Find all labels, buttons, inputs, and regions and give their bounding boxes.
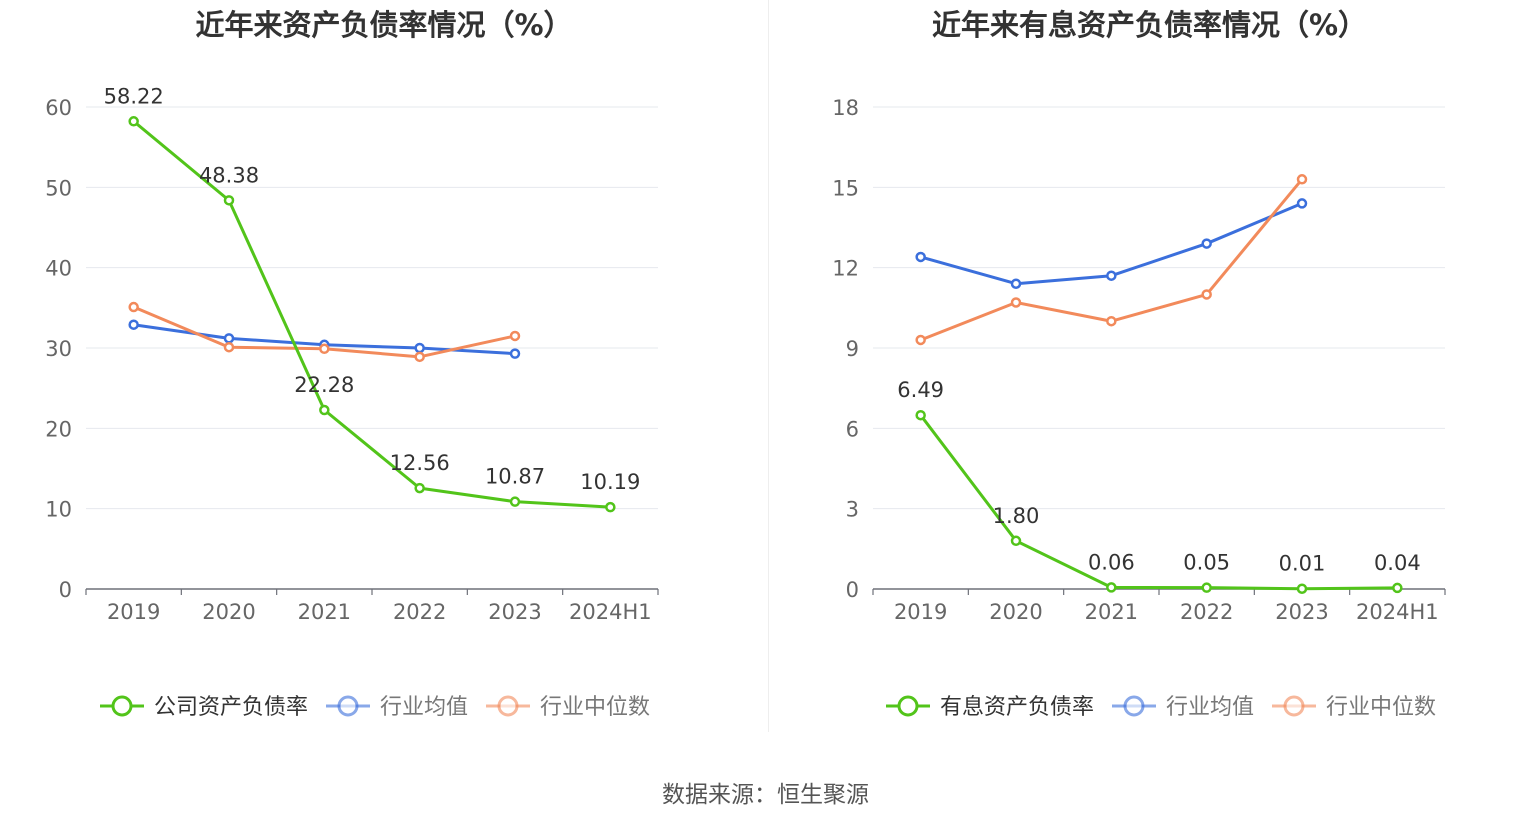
data-point-company <box>1010 535 1022 547</box>
data-point-industry-avg <box>1010 278 1022 289</box>
y-tick-label: 0 <box>59 578 72 602</box>
data-point-industry-avg <box>1296 198 1308 209</box>
y-tick-label: 6 <box>846 417 859 441</box>
data-point-industry-median <box>509 330 521 342</box>
legend-swatch-marker <box>337 695 359 717</box>
legend-label: 公司资产负债率 <box>154 695 308 720</box>
data-point-industry-avg <box>128 319 139 330</box>
x-tick-label: 2020 <box>989 600 1042 624</box>
data-label: 12.56 <box>390 451 450 475</box>
data-point-company <box>414 482 425 494</box>
y-tick-label: 10 <box>45 498 72 522</box>
legend-item-company: 公司资产负债率 <box>100 695 308 720</box>
y-tick-label: 20 <box>45 417 72 441</box>
x-tick-label: 2020 <box>202 600 255 624</box>
data-label: 10.19 <box>580 470 640 494</box>
x-tick-label: 2023 <box>1275 600 1328 624</box>
data-point-industry-median <box>414 351 425 363</box>
legend-label: 行业中位数 <box>540 695 650 720</box>
data-point-company <box>915 409 926 421</box>
data-point-industry-median <box>319 343 330 355</box>
data-point-company <box>1296 583 1308 594</box>
data-point-industry-median <box>223 341 235 353</box>
data-point-industry-median <box>128 301 139 313</box>
data-label: 0.05 <box>1183 551 1230 575</box>
data-point-industry-avg <box>915 251 926 263</box>
x-tick-label: 2022 <box>1180 600 1233 624</box>
chart-title-interest-debt-ratio: 近年来有息资产负债率情况（%） <box>931 8 1368 42</box>
chart-divider <box>768 0 769 732</box>
data-point-industry-median <box>1201 289 1212 300</box>
data-point-industry-median <box>915 334 926 346</box>
data-point-company <box>605 501 616 513</box>
legend-swatch-marker <box>1123 695 1145 717</box>
legend-item-industry-median: 行业中位数 <box>486 695 650 720</box>
data-point-industry-avg <box>414 342 425 354</box>
legend-swatch-marker <box>111 695 133 717</box>
data-point-industry-avg <box>1106 270 1117 281</box>
data-source-text: 数据来源：恒生聚源 <box>662 782 869 808</box>
legend-label: 行业中位数 <box>1326 695 1436 720</box>
data-label: 0.06 <box>1088 550 1135 574</box>
y-tick-label: 30 <box>45 337 72 361</box>
data-point-company <box>223 195 235 206</box>
y-tick-label: 15 <box>832 176 859 200</box>
data-label: 0.04 <box>1374 551 1421 575</box>
legend-swatch-marker <box>497 695 519 717</box>
data-label: 6.49 <box>897 378 944 402</box>
y-tick-label: 50 <box>45 176 72 200</box>
data-label: 58.22 <box>104 84 164 108</box>
data-label: 22.28 <box>294 373 354 397</box>
data-point-industry-avg <box>509 348 521 359</box>
data-point-industry-median <box>1106 315 1117 327</box>
data-point-company <box>509 496 521 507</box>
legend-item-industry-median: 行业中位数 <box>1272 695 1436 720</box>
data-point-industry-median <box>1296 174 1308 185</box>
legend-label: 行业均值 <box>380 695 468 720</box>
chart-1: 0 3 6 9 12 15 18 2019 2020 2021 2022 2023 2024H1 6.49… <box>832 96 1446 720</box>
chart-0: 0 10 20 30 40 50 60 2019 2020 2021 2022 2023 2024H1 5… <box>45 84 659 720</box>
data-label: 0.01 <box>1279 552 1326 576</box>
y-tick-label: 40 <box>45 257 72 281</box>
data-point-company <box>1201 582 1212 593</box>
series-line-company <box>132 120 611 509</box>
legend-swatch-marker <box>897 695 919 717</box>
y-tick-label: 9 <box>846 337 859 361</box>
y-tick-label: 0 <box>846 578 859 602</box>
x-tick-label: 2019 <box>894 600 947 624</box>
data-point-company <box>128 116 139 127</box>
series-line-industry-median <box>920 178 1304 342</box>
x-tick-label: 2023 <box>488 600 541 624</box>
legend-item-industry-avg: 行业均值 <box>1112 695 1254 720</box>
x-tick-label: 2024H1 <box>1356 600 1439 624</box>
data-point-company <box>319 404 330 416</box>
data-label: 1.80 <box>993 504 1040 528</box>
data-point-company <box>1392 582 1403 594</box>
x-tick-label: 2021 <box>298 600 351 624</box>
y-tick-label: 60 <box>45 96 72 120</box>
data-label: 48.38 <box>199 163 259 187</box>
x-tick-label: 2021 <box>1085 600 1138 624</box>
y-tick-label: 3 <box>846 498 859 522</box>
data-point-industry-avg <box>223 333 235 344</box>
data-point-industry-avg <box>1201 238 1212 249</box>
x-tick-label: 2022 <box>393 600 446 624</box>
x-tick-label: 2019 <box>107 600 160 624</box>
legend-label: 行业均值 <box>1166 695 1254 720</box>
legend-item-company: 有息资产负债率 <box>886 695 1094 720</box>
y-tick-label: 18 <box>832 96 859 120</box>
data-point-company <box>1106 582 1117 593</box>
data-label: 10.87 <box>485 465 545 489</box>
legend-label: 有息资产负债率 <box>940 695 1094 720</box>
chart-title-debt-ratio: 近年来资产负债率情况（%） <box>195 8 573 42</box>
x-tick-label: 2024H1 <box>569 600 652 624</box>
legend-swatch-marker <box>1283 695 1305 717</box>
y-tick-label: 12 <box>832 257 859 281</box>
series-line-company <box>919 414 1398 591</box>
data-point-industry-median <box>1010 297 1022 308</box>
legend-item-industry-avg: 行业均值 <box>326 695 468 720</box>
